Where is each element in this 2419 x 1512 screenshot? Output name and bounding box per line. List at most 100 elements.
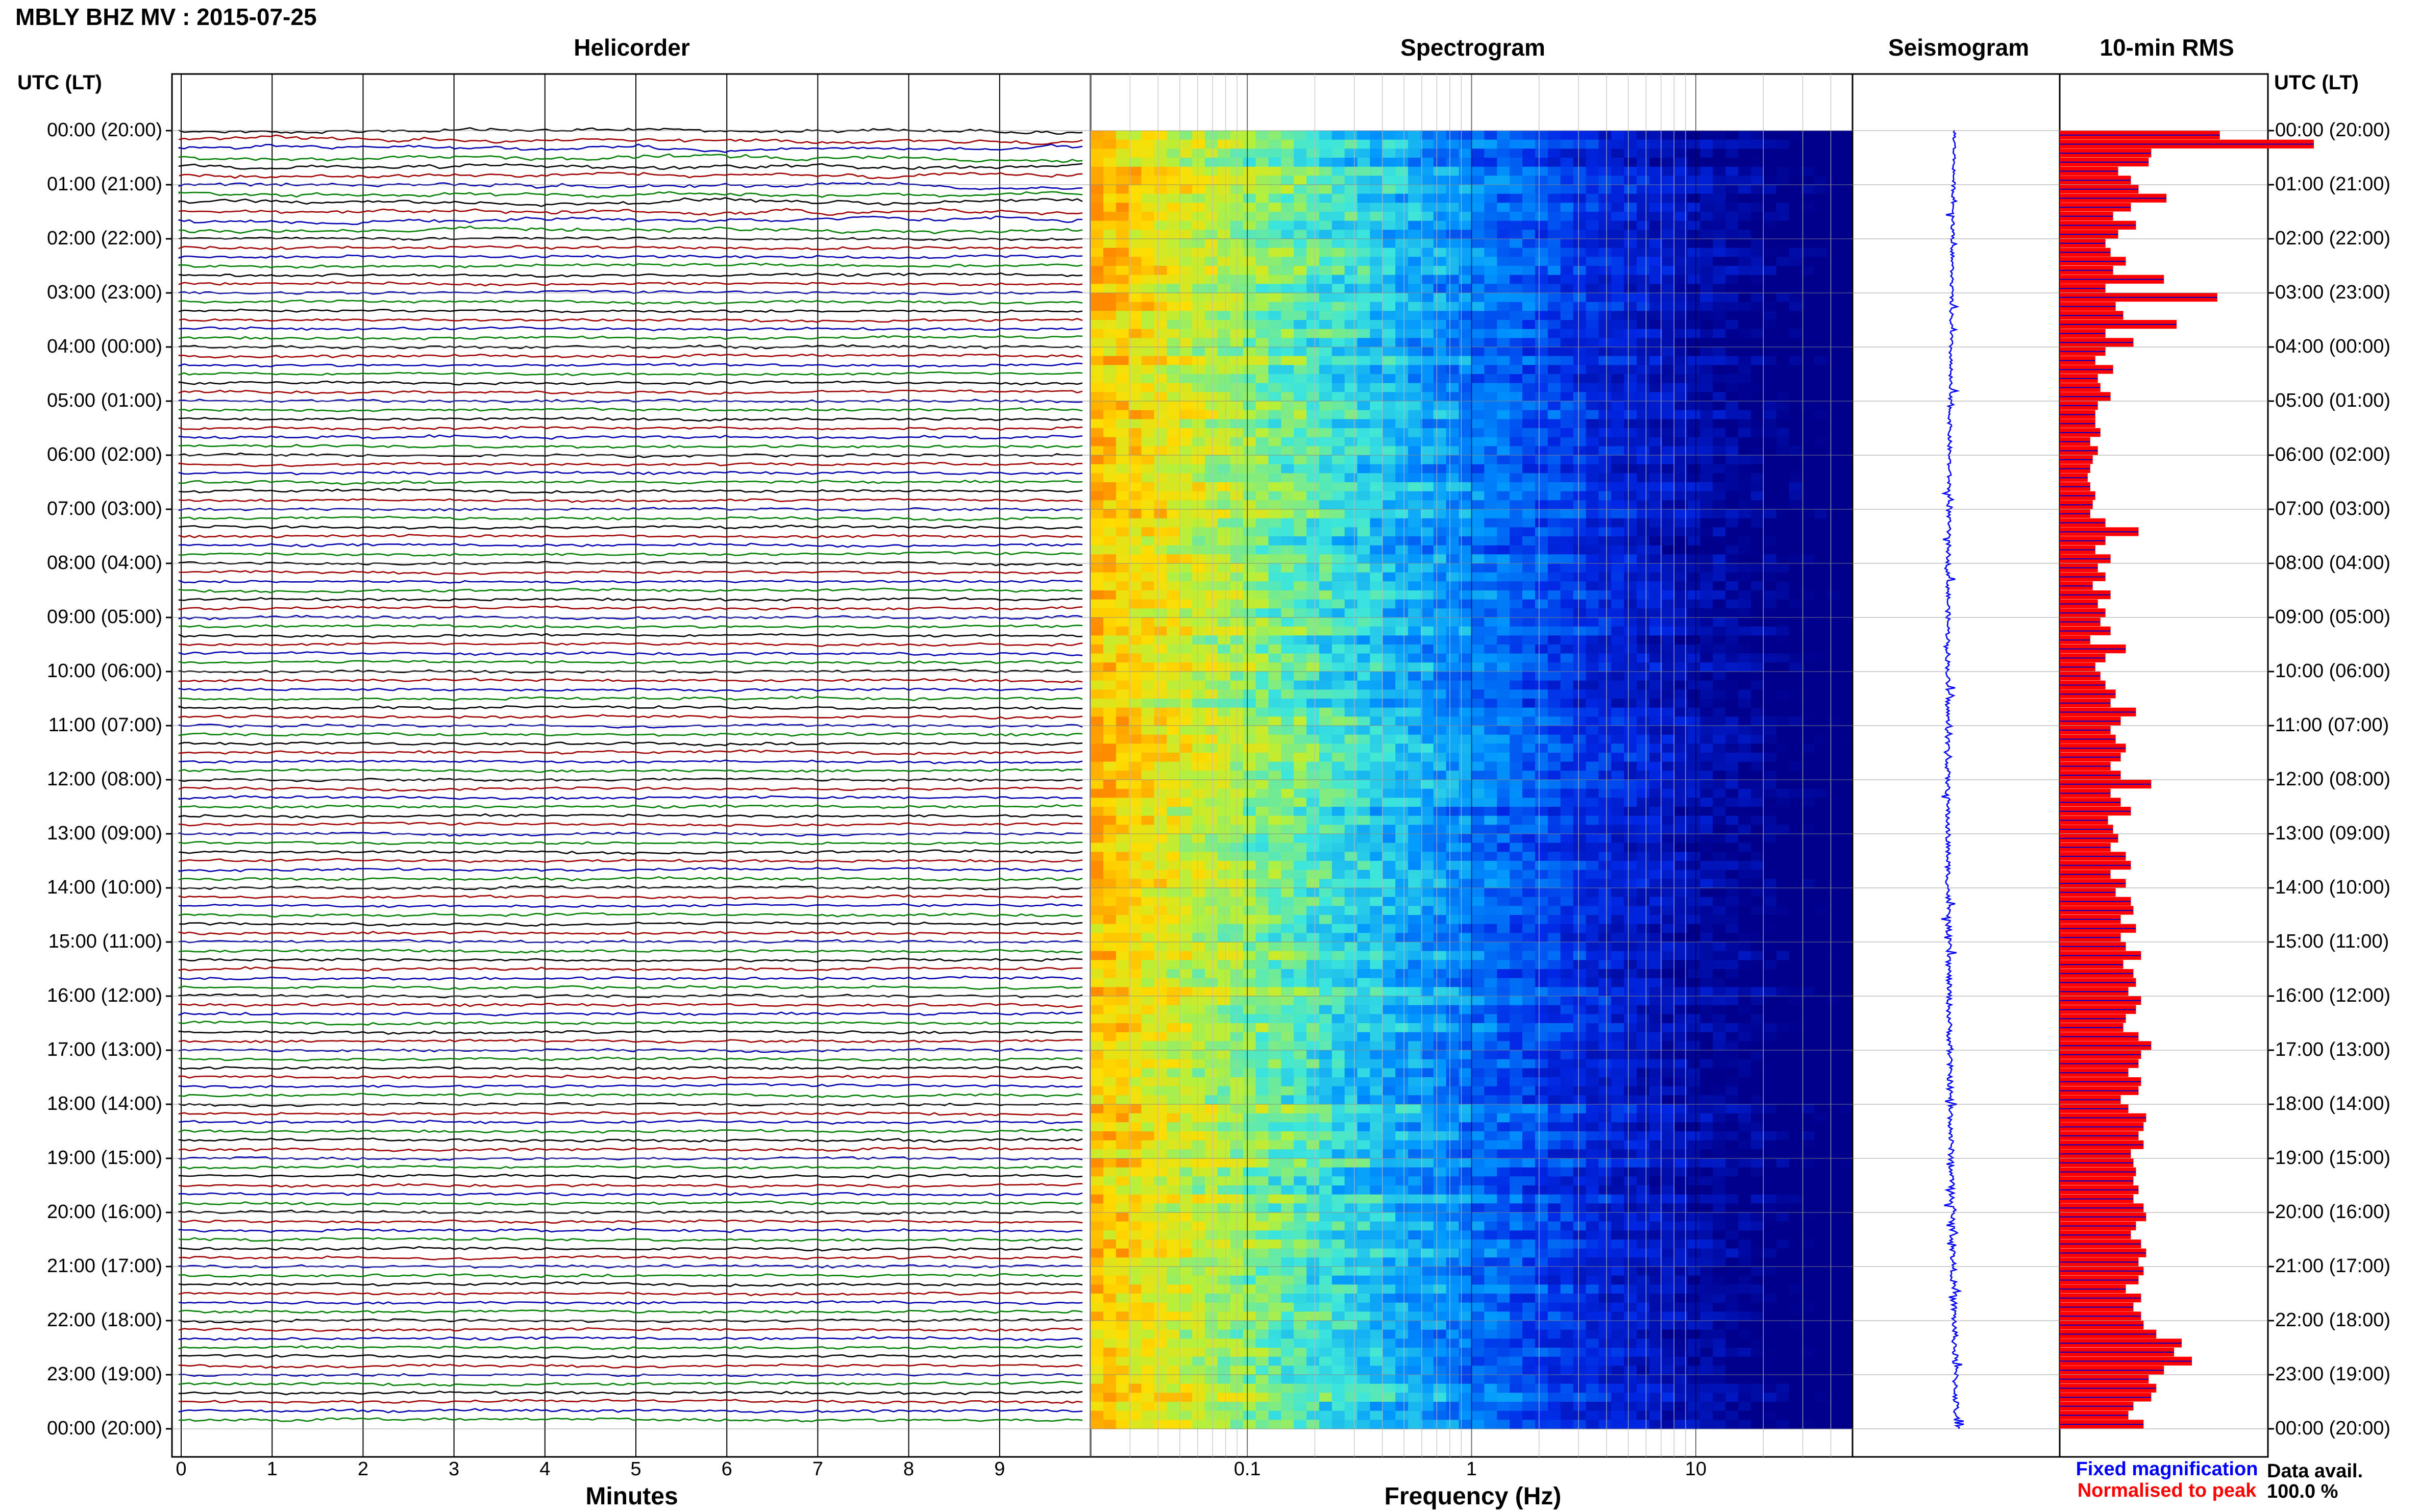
helicorder-trace: [178, 696, 1083, 702]
time-tick-label-right: 16:00 (12:00): [2275, 985, 2391, 1006]
helicorder-trace: [178, 1300, 1083, 1305]
helicorder-trace: [179, 171, 1083, 180]
helicorder-trace: [178, 208, 1083, 216]
time-tick-label-left: 00:00 (20:00): [46, 1418, 162, 1439]
helicorder-trace: [178, 197, 1083, 207]
helicorder-x-tick-label: 2: [357, 1458, 368, 1480]
time-tick-label-left: 13:00 (09:00): [46, 823, 162, 844]
helicorder-x-tick-label: 8: [903, 1458, 915, 1480]
time-tick-label-left: 16:00 (12:00): [46, 985, 162, 1006]
helicorder-trace: [178, 957, 1083, 963]
helicorder-trace: [178, 326, 1083, 332]
time-tick-label-right: 06:00 (02:00): [2275, 444, 2391, 465]
helicorder-trace: [178, 1291, 1083, 1297]
time-tick-label-right: 10:00 (06:00): [2275, 660, 2391, 682]
helicorder-trace: [178, 985, 1083, 990]
helicorder-x-tick-label: 7: [812, 1458, 823, 1480]
helicorder-trace: [178, 163, 1083, 170]
spectrogram-x-tick-label: 10: [1685, 1458, 1707, 1480]
time-tick-label-left: 17:00 (13:00): [46, 1039, 162, 1060]
helicorder-trace: [178, 407, 1083, 412]
helicorder-trace: [178, 1273, 1083, 1279]
helicorder-trace: [178, 1345, 1083, 1350]
helicorder-trace: [178, 470, 1083, 476]
helicorder-trace: [178, 1164, 1083, 1170]
helicorder-trace: [178, 127, 1083, 135]
time-axis-label-left: UTC (LT): [17, 71, 102, 94]
helicorder-trace: [178, 1074, 1083, 1080]
helicorder-trace: [178, 1111, 1083, 1117]
helicorder-trace: [178, 1246, 1083, 1252]
time-tick-label-left: 22:00 (18:00): [46, 1309, 162, 1331]
time-tick-label-right: 17:00 (13:00): [2275, 1039, 2391, 1060]
helicorder-trace: [178, 1147, 1082, 1152]
helicorder-trace: [178, 1192, 1083, 1197]
helicorder-trace: [178, 389, 1083, 395]
helicorder-trace: [178, 822, 1083, 827]
helicorder-trace: [178, 452, 1083, 458]
helicorder-trace: [178, 768, 1083, 773]
helicorder-trace: [178, 1281, 1083, 1287]
helicorder-trace: [178, 714, 1083, 720]
helicorder-trace: [178, 426, 1083, 431]
time-tick-label-right: 18:00 (14:00): [2275, 1093, 2391, 1114]
helicorder-trace: [178, 335, 1083, 341]
time-tick-label-right: 00:00 (20:00): [2275, 119, 2391, 141]
helicorder-trace: [178, 876, 1083, 882]
helicorder-trace: [178, 912, 1083, 918]
time-tick-label-left: 14:00 (10:00): [46, 877, 162, 898]
helicorder-trace: [178, 1093, 1083, 1098]
helicorder-trace: [178, 1173, 1083, 1179]
time-tick-label-left: 03:00 (23:00): [46, 282, 162, 303]
helicorder-trace: [178, 1408, 1083, 1414]
time-tick-label-right: 11:00 (07:00): [2275, 714, 2389, 736]
helicorder-trace: [178, 1128, 1083, 1134]
time-tick-label-right: 20:00 (16:00): [2275, 1201, 2391, 1223]
helicorder-trace: [178, 1011, 1083, 1017]
time-tick-label-right: 02:00 (22:00): [2275, 228, 2391, 249]
helicorder-trace: [179, 317, 1083, 323]
time-tick-label-left: 10:00 (06:00): [46, 660, 162, 682]
time-tick-label-left: 19:00 (15:00): [46, 1147, 162, 1169]
helicorder-trace: [178, 534, 1083, 539]
helicorder-trace: [178, 741, 1083, 747]
data-avail-label: Data avail.: [2267, 1460, 2363, 1482]
time-tick-label-right: 07:00 (03:00): [2275, 498, 2391, 519]
time-tick-label-right: 13:00 (09:00): [2275, 823, 2391, 844]
time-tick-label-right: 01:00 (21:00): [2275, 173, 2391, 195]
helicorder-trace: [178, 587, 1083, 593]
helicorder-trace: [178, 461, 1083, 467]
helicorder-trace: [178, 1002, 1083, 1008]
time-axis-label-right: UTC (LT): [2274, 71, 2359, 94]
helicorder-x-tick-label: 5: [630, 1458, 641, 1480]
rms-title: 10-min RMS: [2100, 34, 2234, 61]
spectrogram-x-tick-label: 1: [1466, 1458, 1477, 1480]
spectrogram-title: Spectrogram: [1400, 34, 1545, 61]
helicorder-trace: [178, 300, 1083, 305]
helicorder-xlabel: Minutes: [585, 1483, 678, 1510]
helicorder-trace: [178, 434, 1083, 440]
helicorder-trace: [178, 272, 1083, 278]
helicorder-trace: [178, 143, 1083, 153]
spectrogram-xlabel: Frequency (Hz): [1384, 1483, 1562, 1510]
legend-normalised-to-peak: Normalised to peak: [2077, 1480, 2257, 1501]
helicorder-trace: [178, 1030, 1083, 1035]
helicorder-trace: [178, 1209, 1083, 1215]
helicorder-trace: [178, 579, 1083, 584]
helicorder-trace: [178, 1309, 1083, 1314]
helicorder-trace: [178, 749, 1083, 755]
time-tick-label-right: 09:00 (05:00): [2275, 606, 2391, 628]
helicorder-trace: [178, 1354, 1083, 1359]
helicorder-x-tick-label: 6: [721, 1458, 732, 1480]
seismogram-frame: [1852, 73, 2061, 1458]
helicorder-trace: [178, 651, 1083, 657]
time-tick-label-left: 08:00 (04:00): [46, 552, 162, 574]
time-tick-label-left: 15:00 (11:00): [48, 931, 162, 952]
helicorder-trace: [178, 795, 1083, 800]
helicorder-trace: [178, 597, 1083, 602]
helicorder-trace: [178, 1336, 1083, 1342]
helicorder-x-tick-label: 3: [449, 1458, 460, 1480]
helicorder-trace: [178, 1399, 1083, 1404]
helicorder-trace: [178, 1381, 1083, 1387]
